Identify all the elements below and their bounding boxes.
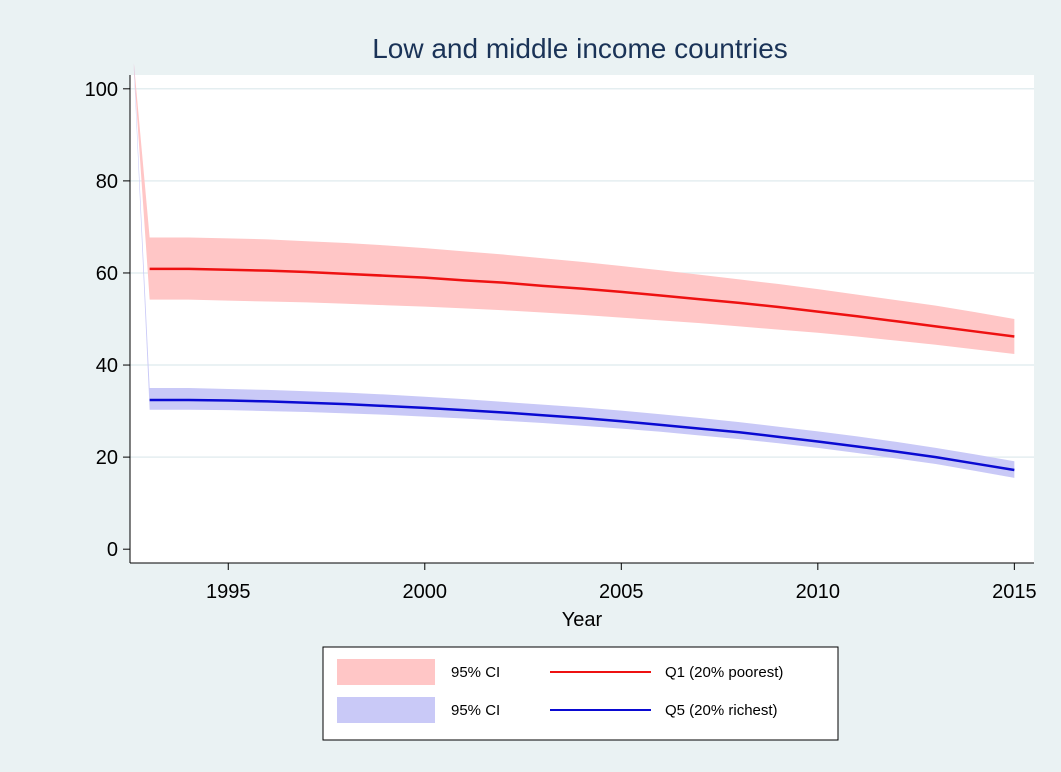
x-tick-label: 2015 — [992, 581, 1037, 603]
y-tick-label: 80 — [96, 171, 118, 193]
x-tick-label: 2000 — [403, 581, 448, 603]
legend-ci-swatch — [337, 659, 435, 685]
ci-band-1 — [133, 63, 1015, 354]
x-tick-label: 1995 — [206, 581, 251, 603]
x-tick-label: 2005 — [599, 581, 644, 603]
confidence-bands — [133, 63, 1015, 478]
legend-series-label: Q5 (20% richest) — [665, 702, 778, 719]
series-line-1 — [149, 267, 1015, 338]
y-tick-label: 0 — [107, 539, 118, 561]
y-tick-label: 100 — [85, 79, 118, 101]
series-line-2 — [149, 398, 1015, 472]
x-axis-title: Year — [562, 609, 603, 631]
legend-ci-label: 95% CI — [451, 664, 500, 681]
axes: 0 20 40 60 80 100 1995 2000 2005 2010 2015 — [85, 75, 1037, 603]
y-tick-label: 60 — [96, 263, 118, 285]
series-lines — [149, 267, 1015, 472]
legend-ci-label: 95% CI — [451, 702, 500, 719]
legend-series-label: Q1 (20% poorest) — [665, 664, 783, 681]
legend-ci-swatch — [337, 697, 435, 723]
chart-title: Low and middle income countries — [372, 33, 788, 64]
y-tick-label: 40 — [96, 355, 118, 377]
legend: 95% CI Q1 (20% poorest) 95% CI Q5 (20% rich… — [322, 646, 839, 741]
y-tick-label: 20 — [96, 447, 118, 469]
x-tick-label: 2010 — [796, 581, 841, 603]
